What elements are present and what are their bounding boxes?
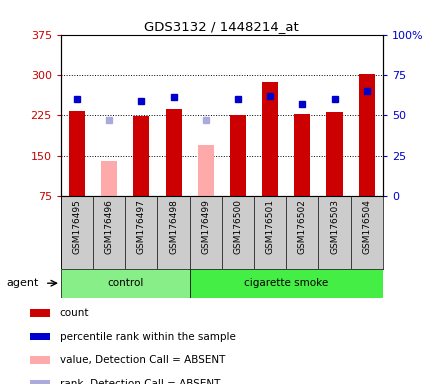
Bar xyxy=(30,310,50,317)
Text: GSM176503: GSM176503 xyxy=(329,200,338,255)
Bar xyxy=(101,161,117,196)
Bar xyxy=(30,380,50,384)
Text: control: control xyxy=(107,278,143,288)
Text: GSM176499: GSM176499 xyxy=(201,200,210,254)
Text: GSM176495: GSM176495 xyxy=(72,200,81,254)
Bar xyxy=(165,109,181,196)
Text: agent: agent xyxy=(6,278,38,288)
Bar xyxy=(69,111,85,196)
Text: rank, Detection Call = ABSENT: rank, Detection Call = ABSENT xyxy=(59,379,220,384)
Bar xyxy=(30,333,50,341)
Text: GSM176504: GSM176504 xyxy=(362,200,370,254)
Text: GSM176497: GSM176497 xyxy=(137,200,145,254)
Text: GSM176496: GSM176496 xyxy=(105,200,113,254)
Text: GSM176502: GSM176502 xyxy=(297,200,306,254)
Text: GSM176500: GSM176500 xyxy=(233,200,242,255)
Bar xyxy=(189,269,382,298)
Bar xyxy=(294,114,310,196)
Bar xyxy=(230,115,246,196)
Title: GDS3132 / 1448214_at: GDS3132 / 1448214_at xyxy=(144,20,299,33)
Bar xyxy=(30,356,50,364)
Text: GSM176501: GSM176501 xyxy=(265,200,274,255)
Bar xyxy=(133,116,149,196)
Text: value, Detection Call = ABSENT: value, Detection Call = ABSENT xyxy=(59,355,225,365)
Bar xyxy=(262,82,278,196)
Bar xyxy=(61,269,189,298)
Text: GSM176498: GSM176498 xyxy=(169,200,178,254)
Bar xyxy=(197,145,214,196)
Bar xyxy=(326,112,342,196)
Bar xyxy=(358,74,374,196)
Text: count: count xyxy=(59,308,89,318)
Text: percentile rank within the sample: percentile rank within the sample xyxy=(59,332,235,342)
Text: cigarette smoke: cigarette smoke xyxy=(243,278,328,288)
